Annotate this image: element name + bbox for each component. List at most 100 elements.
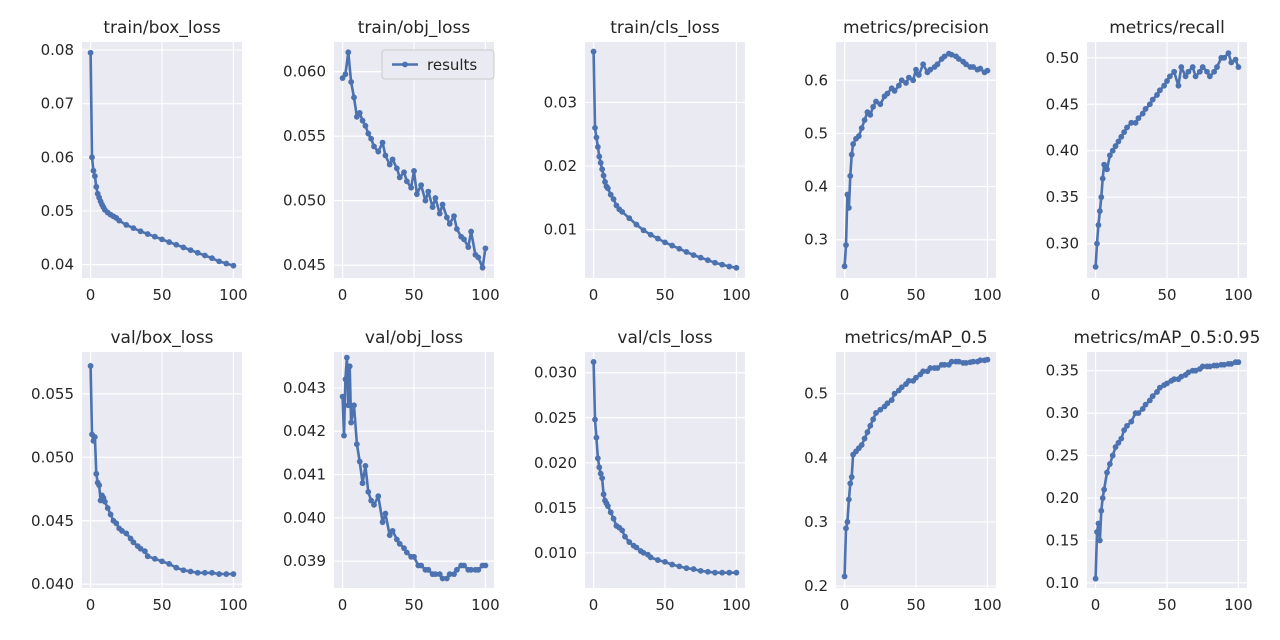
data-point — [1112, 143, 1119, 149]
y-tick-label: 0.5 — [804, 385, 828, 403]
data-point — [697, 567, 704, 574]
data-point — [375, 493, 382, 500]
chart-title: metrics/precision — [843, 18, 989, 38]
data-point — [841, 573, 848, 580]
y-tick-label: 0.40 — [1046, 142, 1079, 160]
x-tick-label: 50 — [1157, 286, 1176, 304]
data-point — [443, 214, 450, 221]
data-point — [843, 242, 849, 248]
data-point — [654, 235, 661, 242]
data-point — [607, 191, 614, 198]
x-tick-label: 50 — [152, 286, 171, 304]
data-point — [898, 384, 905, 391]
data-point — [371, 501, 377, 508]
data-point — [93, 470, 100, 477]
data-point — [159, 236, 165, 243]
x-tick-label: 100 — [973, 286, 1002, 304]
chart-panel-6: 0 50 100 0.039 0.040 0.041 0.042 0.043 val/obj_l… — [283, 328, 500, 614]
data-point — [1164, 78, 1170, 84]
data-point — [1154, 92, 1160, 98]
data-point — [230, 262, 237, 269]
data-point — [356, 110, 363, 116]
chart-title: metrics/mAP_0.5 — [844, 328, 987, 348]
y-tick-label: 0.050 — [283, 192, 326, 210]
data-point — [379, 139, 386, 146]
data-point — [446, 220, 453, 227]
data-point — [1142, 401, 1149, 408]
y-tick-label: 0.020 — [534, 454, 577, 472]
data-point — [87, 49, 94, 56]
data-point — [1189, 64, 1196, 70]
data-point — [223, 571, 230, 577]
data-point — [130, 225, 137, 232]
data-point — [482, 245, 489, 252]
data-point — [847, 480, 854, 487]
y-tick-label: 0.05 — [41, 202, 74, 220]
y-tick-label: 0.3 — [804, 231, 828, 249]
data-point — [362, 122, 369, 129]
data-point — [867, 422, 874, 429]
data-point — [955, 56, 962, 62]
data-point — [209, 569, 215, 576]
data-point — [719, 569, 726, 576]
y-tick-label: 0.043 — [283, 379, 326, 397]
data-point — [1101, 161, 1108, 168]
data-point — [201, 252, 208, 259]
y-tick-label: 0.4 — [804, 449, 828, 467]
data-point — [690, 566, 697, 572]
x-tick-label: 100 — [722, 286, 751, 304]
data-point — [180, 244, 187, 251]
data-point — [1164, 380, 1170, 387]
data-point — [597, 159, 604, 166]
data-point — [619, 527, 626, 534]
data-point — [89, 154, 95, 161]
y-tick-label: 0.20 — [1046, 489, 1079, 507]
data-point — [626, 539, 633, 545]
data-point — [1135, 115, 1142, 122]
y-tick-label: 0.040 — [283, 509, 326, 527]
data-point — [984, 67, 991, 74]
chart-title: metrics/mAP_0.5:0.95 — [1074, 328, 1261, 348]
data-point — [173, 564, 180, 571]
y-tick-label: 0.08 — [41, 41, 74, 59]
data-point — [934, 365, 941, 371]
data-point — [1095, 222, 1102, 228]
x-tick-label: 50 — [906, 286, 925, 304]
x-tick-label: 0 — [589, 596, 599, 614]
data-point — [1096, 537, 1103, 544]
data-point — [116, 217, 123, 224]
legend-marker — [402, 61, 408, 68]
x-tick-label: 100 — [973, 596, 1002, 614]
data-point — [622, 533, 628, 540]
data-point — [396, 174, 403, 181]
data-point — [610, 515, 617, 522]
data-point — [633, 544, 640, 551]
y-tick-label: 0.6 — [804, 71, 828, 89]
data-point — [422, 197, 429, 204]
data-point — [1139, 405, 1146, 412]
data-point — [223, 260, 230, 267]
data-point — [453, 566, 460, 573]
y-tick-label: 0.055 — [283, 127, 326, 145]
y-tick-label: 0.30 — [1046, 235, 1079, 253]
data-point — [453, 226, 460, 232]
data-point — [676, 245, 683, 252]
data-point — [719, 261, 726, 268]
data-point — [389, 527, 396, 534]
data-point — [187, 247, 194, 254]
data-point — [690, 252, 697, 258]
data-point — [845, 204, 852, 211]
data-point — [137, 228, 144, 235]
data-point — [151, 555, 158, 562]
data-point — [403, 178, 410, 185]
y-tick-label: 0.025 — [534, 409, 577, 427]
data-point — [1199, 363, 1206, 370]
data-point — [1149, 393, 1156, 400]
data-point — [413, 191, 420, 198]
data-point — [1112, 444, 1119, 450]
data-point — [712, 569, 718, 576]
x-tick-label: 0 — [338, 286, 348, 304]
data-point — [884, 400, 891, 407]
data-point — [144, 231, 151, 237]
data-point — [353, 441, 360, 448]
